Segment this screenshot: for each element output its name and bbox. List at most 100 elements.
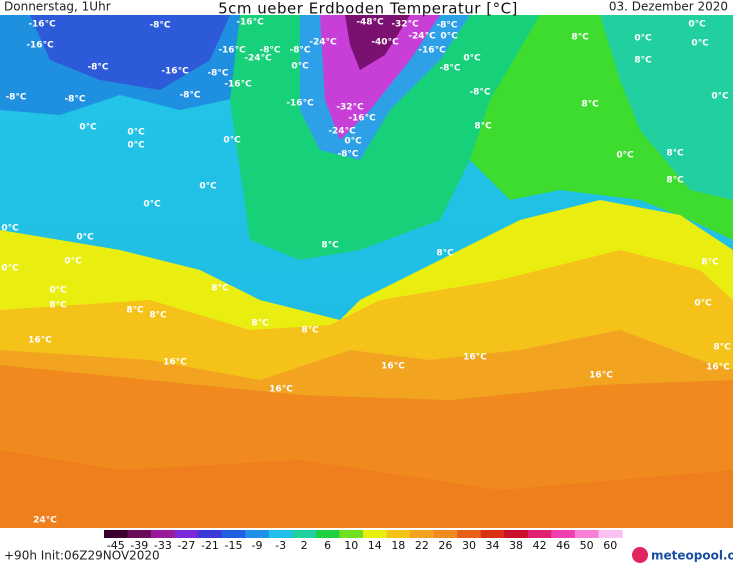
colorbar-swatch [598,530,623,538]
contour-label: 0°C [634,34,652,44]
contour-label: -16°C [236,18,264,28]
colorbar-tick-label: 10 [344,539,358,552]
contour-label: -40°C [371,38,399,48]
logo[interactable]: meteopool.org [651,549,733,563]
colorbar-swatch [151,530,176,538]
contour-label: 0°C [463,54,481,64]
contour-label: -16°C [286,99,314,109]
colorbar-swatch [457,530,482,538]
contour-label: -16°C [348,114,376,124]
colorbar-tick-label: 30 [462,539,476,552]
colorbar-swatch [504,530,529,538]
contour-label: 0°C [440,32,458,42]
colorbar-tick-label: -27 [177,539,195,552]
forecast-day: Donnerstag, 1Uhr [4,0,111,14]
contour-label: -24°C [244,54,272,64]
colorbar-tick-label: -15 [225,539,243,552]
colorbar-tick-label: 38 [509,539,523,552]
colorbar-swatch [551,530,576,538]
contour-label: -24°C [328,127,356,137]
contour-label: -8°C [439,64,460,74]
colorbar-swatch [363,530,388,538]
contour-label: 0°C [199,182,217,192]
colorbar-tick-label: -33 [154,539,172,552]
contour-label: 0°C [127,141,145,151]
contour-label: -8°C [179,91,200,101]
contour-label: -8°C [64,95,85,105]
colorbar-tick-label: 26 [438,539,452,552]
contour-label: -32°C [391,20,419,30]
contour-label: -24°C [309,38,337,48]
contour-label: 8°C [251,319,269,329]
colorbar-swatch [574,530,599,538]
colorbar-swatch [480,530,505,538]
contour-label: -8°C [259,46,280,56]
contour-label: -32°C [336,103,364,113]
contour-label: 0°C [711,92,729,102]
contour-label: 16°C [28,336,52,346]
colorbar-tick-label: -3 [275,539,286,552]
contour-label: -16°C [26,41,54,51]
colorbar: -45 -39 -33 -27 -21 -15 -9 -3 2 6 10 14 18 22 26 30 34 38… [104,530,623,552]
colorbar-swatch [527,530,552,538]
contour-label: 0°C [49,286,67,296]
colorbar-tick-label: 14 [368,539,382,552]
contour-label: -16°C [418,46,446,56]
colorbar-swatch [433,530,458,538]
contour-label: -8°C [436,21,457,31]
contour-label: -8°C [87,63,108,73]
contour-label: -24°C [408,32,436,42]
contour-label: 16°C [589,371,613,381]
contour-label: 8°C [211,284,229,294]
colorbar-swatch [292,530,317,538]
colorbar-tick-label: -39 [130,539,148,552]
contour-label: -16°C [218,46,246,56]
colorbar-swatch [174,530,199,538]
contour-label: -8°C [337,150,358,160]
contour-label: -16°C [161,67,189,77]
contour-label: 8°C [666,149,684,159]
contour-label: -8°C [469,88,490,98]
colorbar-tick-label: 6 [324,539,331,552]
contour-label: 0°C [64,257,82,267]
colorbar-tick-label: 42 [533,539,547,552]
contour-label: 8°C [713,343,731,353]
contour-label: 0°C [143,200,161,210]
contour-label: 16°C [463,353,487,363]
contour-label: 0°C [344,137,362,147]
contour-label: -8°C [207,69,228,79]
contour-label: 8°C [666,176,684,186]
contour-label: 8°C [634,56,652,66]
logo-icon [632,547,648,563]
contour-label: 24°C [33,516,57,526]
contour-label: 8°C [701,258,719,268]
contour-label: 0°C [1,224,19,234]
contour-labels: -16°C-16°C-8°C -16°C-16°C -8°C-24°C-8°C-24… [1,18,731,526]
contour-label: 16°C [381,362,405,372]
colorbar-swatch [104,530,129,538]
contour-label: -16°C [28,20,56,30]
contour-label: -8°C [289,46,310,56]
colorbar-swatch [386,530,411,538]
contour-label: 0°C [616,151,634,161]
contour-label: 0°C [694,299,712,309]
contour-label: 0°C [291,62,309,72]
colorbar-swatch [245,530,270,538]
colorbar-tick-label: 50 [580,539,594,552]
colorbar-tick-label: 60 [603,539,617,552]
colorbar-swatch [198,530,223,538]
colorbar-tick-label: 22 [415,539,429,552]
contour-label: 8°C [301,326,319,336]
contour-label: 8°C [126,306,144,316]
colorbar-swatch [410,530,435,538]
colorbar-swatch [127,530,152,538]
contour-label: 8°C [436,249,454,259]
contour-label: 0°C [688,20,706,30]
colorbar-tick-label: -21 [201,539,219,552]
contour-label: -48°C [356,18,384,28]
contour-label: 0°C [76,233,94,243]
map [0,15,733,528]
contour-label: 0°C [79,123,97,133]
